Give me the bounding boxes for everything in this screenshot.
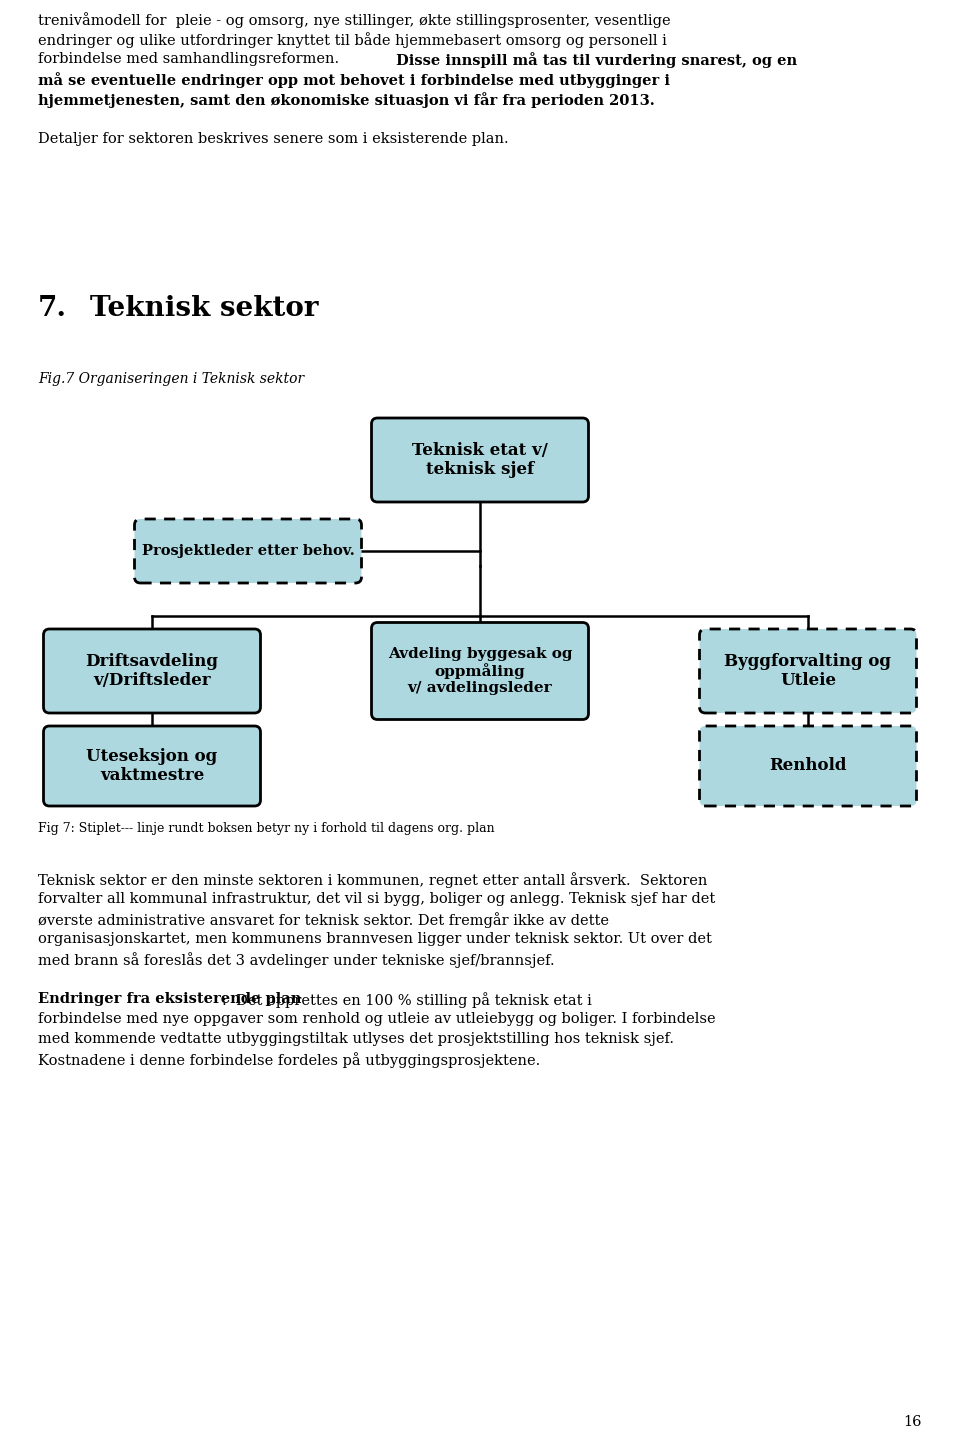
Text: Teknisk etat v/
teknisk sjef: Teknisk etat v/ teknisk sjef: [412, 442, 548, 478]
FancyBboxPatch shape: [43, 629, 260, 712]
Text: Teknisk sektor er den minste sektoren i kommunen, regnet etter antall årsverk.  : Teknisk sektor er den minste sektoren i …: [38, 872, 708, 888]
FancyBboxPatch shape: [700, 727, 917, 806]
Text: Avdeling byggesak og
oppmåling
v/ avdelingsleder: Avdeling byggesak og oppmåling v/ avdeli…: [388, 646, 572, 695]
Text: forbindelse med nye oppgaver som renhold og utleie av utleiebygg og boliger. I f: forbindelse med nye oppgaver som renhold…: [38, 1012, 715, 1026]
Text: Endringer fra eksisterende plan: Endringer fra eksisterende plan: [38, 991, 301, 1006]
Text: med kommende vedtatte utbyggingstiltak utlyses det prosjektstilling hos teknisk : med kommende vedtatte utbyggingstiltak u…: [38, 1032, 674, 1046]
FancyBboxPatch shape: [372, 417, 588, 502]
Text: øverste administrative ansvaret for teknisk sektor. Det fremgår ikke av dette: øverste administrative ansvaret for tekn…: [38, 912, 609, 928]
FancyBboxPatch shape: [372, 623, 588, 720]
Text: Fig 7: Stiplet--- linje rundt boksen betyr ny i forhold til dagens org. plan: Fig 7: Stiplet--- linje rundt boksen bet…: [38, 822, 494, 835]
FancyBboxPatch shape: [43, 727, 260, 806]
Text: Teknisk sektor: Teknisk sektor: [90, 295, 319, 322]
Text: Fig.7 Organiseringen i Teknisk sektor: Fig.7 Organiseringen i Teknisk sektor: [38, 373, 304, 386]
FancyBboxPatch shape: [700, 629, 917, 712]
Text: Detaljer for sektoren beskrives senere som i eksisterende plan.: Detaljer for sektoren beskrives senere s…: [38, 132, 509, 145]
Text: Prosjektleder etter behov.: Prosjektleder etter behov.: [142, 544, 354, 558]
Text: hjemmetjenesten, samt den økonomiske situasjon vi får fra perioden 2013.: hjemmetjenesten, samt den økonomiske sit…: [38, 92, 655, 108]
Text: organisasjonskartet, men kommunens brannvesen ligger under teknisk sektor. Ut ov: organisasjonskartet, men kommunens brann…: [38, 932, 712, 945]
Text: med brann så foreslås det 3 avdelinger under tekniske sjef/brannsjef.: med brann så foreslås det 3 avdelinger u…: [38, 953, 555, 968]
Text: 7.: 7.: [38, 295, 67, 322]
FancyBboxPatch shape: [134, 519, 362, 583]
Text: Kostnadene i denne forbindelse fordeles på utbyggingsprosjektene.: Kostnadene i denne forbindelse fordeles …: [38, 1052, 540, 1068]
Text: endringer og ulike utfordringer knyttet til både hjemmebasert omsorg og personel: endringer og ulike utfordringer knyttet …: [38, 32, 667, 47]
Text: Uteseksjon og
vaktmestre: Uteseksjon og vaktmestre: [86, 748, 218, 784]
Text: Disse innspill må tas til vurdering snarest, og en: Disse innspill må tas til vurdering snar…: [391, 52, 797, 68]
Text: forvalter all kommunal infrastruktur, det vil si bygg, boliger og anlegg. Teknis: forvalter all kommunal infrastruktur, de…: [38, 892, 715, 907]
Text: Byggforvalting og
Utleie: Byggforvalting og Utleie: [725, 653, 892, 689]
Text: trenivåmodell for  pleie - og omsorg, nye stillinger, økte stillingsprosenter, v: trenivåmodell for pleie - og omsorg, nye…: [38, 12, 671, 27]
Text: :  Det opprettes en 100 % stilling på teknisk etat i: : Det opprettes en 100 % stilling på tek…: [223, 991, 592, 1007]
Text: Driftsavdeling
v/Driftsleder: Driftsavdeling v/Driftsleder: [85, 653, 219, 689]
Text: må se eventuelle endringer opp mot behovet i forbindelse med utbygginger i: må se eventuelle endringer opp mot behov…: [38, 72, 670, 88]
Text: forbindelse med samhandlingsreformen.: forbindelse med samhandlingsreformen.: [38, 52, 339, 66]
Text: 16: 16: [903, 1415, 922, 1429]
Text: Renhold: Renhold: [769, 757, 847, 774]
